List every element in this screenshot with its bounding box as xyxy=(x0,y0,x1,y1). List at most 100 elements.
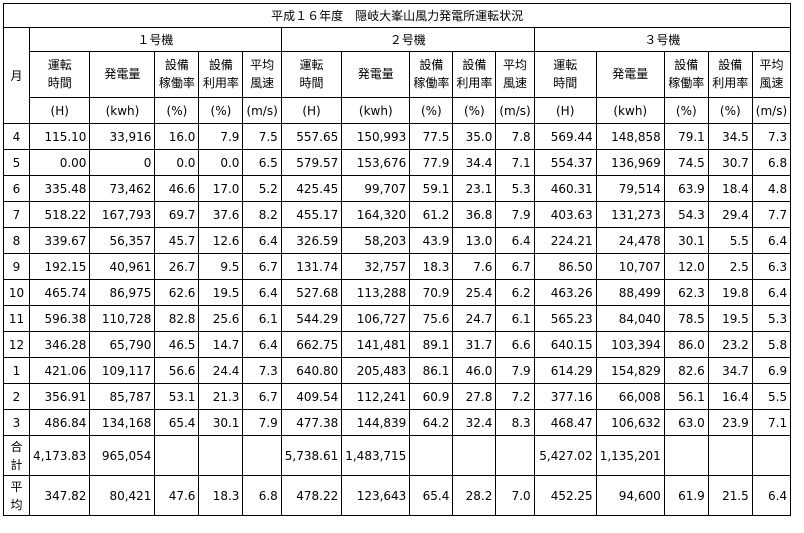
column-header-u2-c5: 平均 風速 xyxy=(495,51,535,98)
data-cell: 25.6 xyxy=(198,305,244,332)
data-cell: 63.9 xyxy=(663,175,709,202)
data-cell: 409.54 xyxy=(280,383,343,410)
summary-cell: 452.25 xyxy=(533,475,597,516)
data-cell: 614.29 xyxy=(533,357,597,384)
data-cell: 21.3 xyxy=(198,383,244,410)
column-header-bottom: 利用率 xyxy=(202,75,239,90)
data-cell: 18.3 xyxy=(409,253,454,280)
data-cell: 7.7 xyxy=(751,201,792,228)
column-header-top: 平均 xyxy=(759,58,784,73)
data-cell: 109,117 xyxy=(89,357,156,384)
column-header-u3-c3: 設備 稼働率 xyxy=(663,51,709,98)
unit-label: (m/s) xyxy=(495,97,535,124)
data-cell: 64.2 xyxy=(409,409,454,436)
table-title: 平成１６年度 隠岐大峯山風力発電所運転状況 xyxy=(2,3,792,28)
average-row-label: 平均 xyxy=(3,475,30,516)
title-row: 平成１６年度 隠岐大峯山風力発電所運転状況 xyxy=(2,3,792,28)
average-row: 平均 347.82 80,421 47.6 18.3 6.8 478.22 123,643 65… xyxy=(3,475,792,516)
data-cell: 6.2 xyxy=(495,279,535,306)
column-header-bottom: 風速 xyxy=(250,75,275,90)
data-cell: 0.0 xyxy=(154,149,200,176)
data-cell: 6.5 xyxy=(242,149,282,176)
summary-cell: 21.5 xyxy=(707,475,753,516)
column-header-top: 設備 xyxy=(208,58,233,73)
data-cell: 192.15 xyxy=(28,253,91,280)
data-cell: 205,483 xyxy=(341,357,411,384)
column-header-top: 運転 xyxy=(553,58,578,73)
data-cell: 62.6 xyxy=(154,279,200,306)
data-cell: 356.91 xyxy=(28,383,91,410)
data-cell: 103,394 xyxy=(595,331,665,358)
table-row: 12 346.28 65,790 46.5 14.7 6.4 662.75 141,481 89… xyxy=(3,331,792,358)
unit-label: (m/s) xyxy=(242,97,282,124)
data-cell: 79.1 xyxy=(663,123,709,150)
summary-cell: 94,600 xyxy=(595,475,665,516)
unit-row: (H) (kwh) (%) (%) (m/s) (H) (kwh) (%) (%) (m/s) (H… xyxy=(4,97,792,124)
data-cell: 339.67 xyxy=(28,227,91,254)
column-header-bottom: 風速 xyxy=(759,75,784,90)
table-row: 1 421.06 109,117 56.6 24.4 7.3 640.80 205,483 86… xyxy=(3,357,792,384)
data-cell: 10,707 xyxy=(595,253,665,280)
data-cell: 85,787 xyxy=(89,383,156,410)
data-cell: 7.1 xyxy=(751,409,792,436)
total-row-label: 合計 xyxy=(3,435,30,476)
summary-cell: 80,421 xyxy=(89,475,156,516)
data-cell: 326.59 xyxy=(280,227,343,254)
data-cell: 13.0 xyxy=(452,227,497,254)
data-cell: 141,481 xyxy=(341,331,411,358)
data-cell: 5.8 xyxy=(751,331,792,358)
data-cell: 6.4 xyxy=(495,227,535,254)
data-cell: 65,790 xyxy=(89,331,156,358)
summary-cell: 61.9 xyxy=(663,475,709,516)
data-cell: 421.06 xyxy=(28,357,91,384)
data-cell: 6.4 xyxy=(242,279,282,306)
data-cell: 34.7 xyxy=(707,357,753,384)
data-cell: 477.38 xyxy=(280,409,343,436)
summary-cell xyxy=(707,435,753,476)
column-header-bottom: 風速 xyxy=(503,75,528,90)
summary-cell: 65.4 xyxy=(409,475,454,516)
column-header-u1-c2: 発電量 xyxy=(89,51,156,98)
data-cell: 486.84 xyxy=(28,409,91,436)
data-cell: 112,241 xyxy=(341,383,411,410)
data-cell: 32.4 xyxy=(452,409,497,436)
data-cell: 7.9 xyxy=(495,201,535,228)
data-cell: 65.4 xyxy=(154,409,200,436)
summary-cell xyxy=(242,435,282,476)
data-cell: 6.6 xyxy=(495,331,535,358)
column-header-u2-c2: 発電量 xyxy=(341,51,411,98)
summary-cell xyxy=(198,435,244,476)
summary-cell: 47.6 xyxy=(154,475,200,516)
data-cell: 32,757 xyxy=(341,253,411,280)
data-cell: 19.8 xyxy=(707,279,753,306)
data-cell: 5.3 xyxy=(495,175,535,202)
data-cell: 63.0 xyxy=(663,409,709,436)
summary-cell: 347.82 xyxy=(28,475,91,516)
data-cell: 154,829 xyxy=(595,357,665,384)
data-cell: 59.1 xyxy=(409,175,454,202)
group-header-row: 月 １号機 ２号機 ３号機 xyxy=(3,27,792,124)
unit-label: (kwh) xyxy=(89,97,156,124)
data-cell: 131.74 xyxy=(280,253,343,280)
data-cell: 106,727 xyxy=(341,305,411,332)
data-cell: 335.48 xyxy=(28,175,91,202)
summary-cell xyxy=(452,435,497,476)
data-cell: 69.7 xyxy=(154,201,200,228)
data-cell: 167,793 xyxy=(89,201,156,228)
data-cell: 73,462 xyxy=(89,175,156,202)
data-cell: 26.7 xyxy=(154,253,200,280)
column-header-u3-c2: 発電量 xyxy=(595,51,665,98)
table-row: 4 115.10 33,916 16.0 7.9 7.5 557.65 150,993 77.5… xyxy=(3,123,792,150)
data-cell: 527.68 xyxy=(280,279,343,306)
table-row: 11 596.38 110,728 82.8 25.6 6.1 544.29 106,727 7… xyxy=(3,305,792,332)
data-cell: 7.9 xyxy=(198,123,244,150)
column-header-top: 発電量 xyxy=(612,66,649,81)
data-cell: 31.7 xyxy=(452,331,497,358)
summary-cell xyxy=(751,435,792,476)
summary-cell xyxy=(663,435,709,476)
column-header-top: 平均 xyxy=(250,58,275,73)
column-header-bottom: 稼働率 xyxy=(158,75,195,90)
data-cell: 89.1 xyxy=(409,331,454,358)
summary-cell: 7.0 xyxy=(495,475,535,516)
data-cell: 34.4 xyxy=(452,149,497,176)
